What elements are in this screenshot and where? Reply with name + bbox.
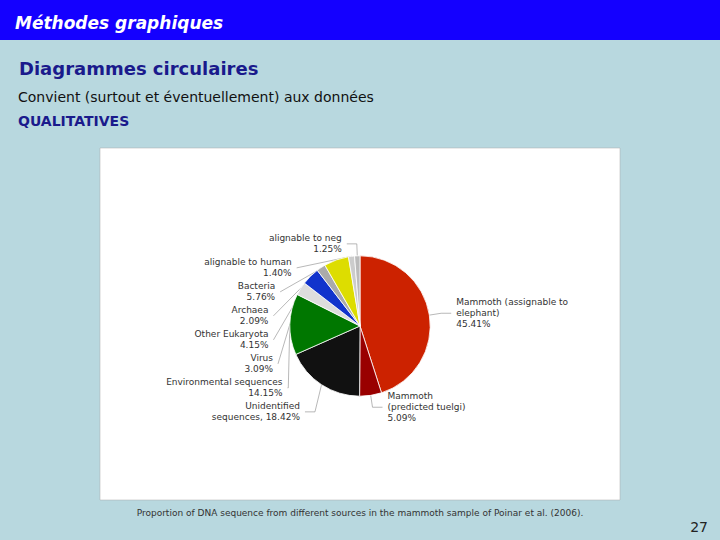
svg-text:(predicted tuelgi): (predicted tuelgi) bbox=[388, 402, 466, 412]
svg-text:Other Eukaryota: Other Eukaryota bbox=[195, 329, 269, 339]
svg-text:5.09%: 5.09% bbox=[388, 413, 417, 423]
svg-text:2.09%: 2.09% bbox=[240, 316, 269, 326]
svg-text:Bacteria: Bacteria bbox=[238, 281, 275, 291]
svg-text:alignable to neg: alignable to neg bbox=[269, 233, 342, 243]
svg-text:sequences, 18.42%: sequences, 18.42% bbox=[212, 412, 301, 422]
svg-text:4.15%: 4.15% bbox=[240, 340, 269, 350]
svg-text:Archaea: Archaea bbox=[232, 305, 269, 315]
svg-text:Virus: Virus bbox=[250, 353, 273, 363]
svg-text:Proportion of DNA sequence fro: Proportion of DNA sequence from differen… bbox=[137, 508, 584, 518]
svg-text:1.40%: 1.40% bbox=[263, 268, 292, 278]
svg-text:Mammoth: Mammoth bbox=[388, 391, 434, 401]
svg-text:5.76%: 5.76% bbox=[247, 292, 276, 302]
svg-text:Convient (surtout et éventuell: Convient (surtout et éventuellement) aux… bbox=[18, 89, 374, 105]
svg-text:alignable to human: alignable to human bbox=[204, 257, 291, 267]
svg-text:Unidentified: Unidentified bbox=[245, 401, 300, 411]
svg-text:3.09%: 3.09% bbox=[244, 364, 273, 374]
svg-text:45.41%: 45.41% bbox=[456, 319, 491, 329]
svg-text:Méthodes graphiques: Méthodes graphiques bbox=[15, 13, 223, 33]
svg-text:elephant): elephant) bbox=[456, 308, 499, 318]
svg-text:14.15%: 14.15% bbox=[248, 388, 283, 398]
svg-text:QUALITATIVES: QUALITATIVES bbox=[18, 113, 129, 129]
svg-text:Diagrammes circulaires: Diagrammes circulaires bbox=[19, 58, 258, 79]
svg-text:1.25%: 1.25% bbox=[313, 244, 342, 254]
svg-text:27: 27 bbox=[690, 519, 708, 535]
svg-text:Mammoth (assignable to: Mammoth (assignable to bbox=[456, 297, 568, 307]
svg-text:Environmental sequences: Environmental sequences bbox=[166, 377, 283, 387]
